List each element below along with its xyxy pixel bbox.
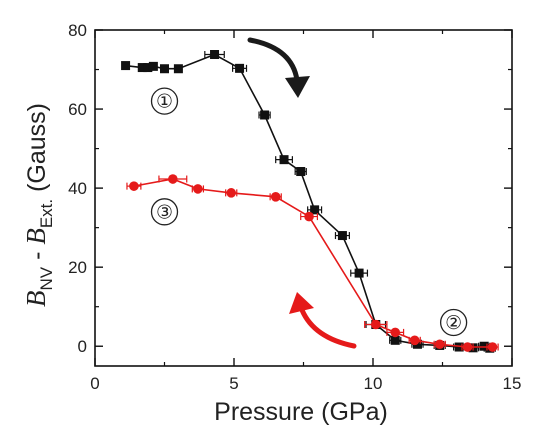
annotation-layer: ① ③ ②: [150, 87, 468, 337]
y-tick-label: 0: [78, 337, 87, 356]
y-axis-title: BNV - BExt. (Gauss): [21, 103, 56, 307]
y-axis-title-b2: B: [21, 228, 51, 245]
annotation-text: ②: [445, 313, 462, 334]
data-point: [260, 110, 270, 120]
series-layer: [121, 50, 499, 353]
annotation-text: ①: [156, 92, 173, 113]
data-point: [143, 63, 153, 73]
y-tick-label: 20: [68, 258, 87, 277]
x-tick-label: 5: [229, 374, 238, 393]
data-point: [129, 181, 139, 191]
y-axis-title-sep: -: [23, 245, 51, 267]
curved-arrow-down: [247, 37, 310, 98]
data-point: [390, 327, 401, 338]
series-1: [126, 174, 499, 352]
x-axis-title: Pressure (GPa): [214, 398, 388, 426]
data-point: [409, 335, 420, 346]
y-axis-title-sub2: Ext.: [37, 199, 56, 228]
annotation-label: ①: [150, 87, 179, 115]
data-point: [226, 188, 237, 198]
y-axis-title-unit: (Gauss): [23, 103, 51, 199]
data-point: [137, 63, 147, 73]
y-axis-title-b1: B: [21, 291, 51, 308]
x-tick-label: 10: [364, 374, 383, 393]
data-point: [412, 339, 422, 349]
data-point: [304, 211, 314, 222]
arrow-head: [289, 292, 314, 314]
data-point: [148, 61, 158, 71]
arrow-head: [285, 76, 310, 98]
data-point: [173, 64, 183, 74]
data-point: [454, 342, 464, 352]
curved-arrow-up: [289, 292, 357, 349]
x-tick-label: 0: [90, 374, 99, 393]
y-tick-label: 60: [68, 100, 87, 119]
y-tick-label: 40: [68, 179, 87, 198]
annotation-label: ②: [439, 308, 468, 337]
annotation-label: ③: [150, 198, 179, 226]
data-point: [370, 319, 381, 330]
y-tick-label: 80: [68, 21, 87, 40]
data-point: [296, 167, 306, 177]
data-point: [462, 342, 473, 352]
arrow-shaft: [247, 37, 300, 83]
data-point: [354, 268, 364, 278]
annotation-text: ③: [156, 202, 173, 223]
arrow-shaft: [299, 307, 357, 349]
data-point: [168, 174, 178, 184]
data-point: [210, 50, 220, 60]
data-point: [121, 61, 131, 71]
annotation-circle: [150, 87, 179, 115]
annotation-circle: [439, 308, 468, 337]
data-point: [390, 335, 400, 345]
data-point: [434, 339, 445, 350]
y-axis-title-sub1: NV: [37, 266, 56, 290]
series-line: [125, 53, 491, 349]
data-point: [487, 342, 498, 352]
data-point: [310, 205, 320, 215]
axis-ticks: 0 5 10 15 0 20 40 60 80: [68, 21, 521, 393]
arrow-layer: [247, 37, 357, 349]
annotation-circle: [150, 198, 179, 226]
data-point: [337, 231, 347, 241]
data-point: [270, 192, 281, 202]
x-tick-label: 15: [503, 374, 522, 393]
data-point: [235, 63, 245, 73]
data-point: [279, 155, 289, 165]
data-point: [193, 184, 203, 194]
data-point: [160, 64, 169, 74]
